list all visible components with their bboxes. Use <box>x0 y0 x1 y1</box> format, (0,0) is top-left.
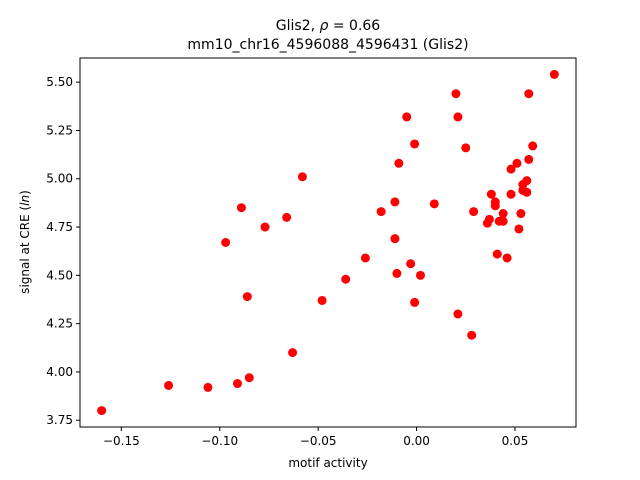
data-point-39 <box>498 209 508 219</box>
data-point-19 <box>394 158 404 168</box>
data-point-31 <box>469 207 479 217</box>
data-point-42 <box>506 164 516 174</box>
data-point-9 <box>282 212 292 222</box>
data-point-14 <box>360 253 370 263</box>
x-axis-ticks: −0.15 −0.10 −0.05 0.00 0.05 <box>103 427 528 448</box>
data-point-41 <box>502 253 512 263</box>
data-point-11 <box>297 172 307 182</box>
y-tick-label: 4.25 <box>46 317 73 331</box>
y-axis-ticks: 3.75 4.00 4.25 4.50 4.75 5.00 5.25 5.50 <box>46 75 80 427</box>
data-point-1 <box>164 380 174 390</box>
data-point-23 <box>410 297 420 307</box>
data-point-46 <box>516 209 526 219</box>
data-point-18 <box>392 268 402 278</box>
data-point-34 <box>486 189 496 199</box>
data-point-8 <box>260 222 270 232</box>
data-point-6 <box>236 203 246 213</box>
data-point-37 <box>492 249 502 259</box>
data-point-24 <box>416 270 426 280</box>
plot-background <box>80 58 576 427</box>
x-tick-label: −0.15 <box>103 434 140 448</box>
data-point-45 <box>514 224 524 234</box>
data-point-27 <box>453 112 463 122</box>
data-point-15 <box>376 207 386 217</box>
y-tick-label: 5.50 <box>46 75 73 89</box>
y-tick-label: 5.00 <box>46 172 73 186</box>
y-tick-label: 4.75 <box>46 220 73 234</box>
data-point-21 <box>406 259 416 269</box>
chart-title-line2: mm10_chr16_4596088_4596431 (Glis2) <box>187 37 468 53</box>
data-point-16 <box>390 197 400 207</box>
data-point-10 <box>288 348 298 358</box>
y-tick-label: 5.25 <box>46 123 73 137</box>
data-point-25 <box>429 199 439 209</box>
y-tick-label: 4.50 <box>46 268 73 282</box>
data-points <box>97 69 559 416</box>
data-point-17 <box>390 234 400 244</box>
data-point-2 <box>203 382 213 392</box>
data-point-33 <box>484 214 494 224</box>
y-tick-label: 4.00 <box>46 365 73 379</box>
y-tick-label: 3.75 <box>46 413 73 427</box>
plot-frame <box>79 57 577 428</box>
data-point-52 <box>524 89 534 99</box>
data-point-20 <box>402 112 412 122</box>
data-point-43 <box>506 189 516 199</box>
data-point-3 <box>232 379 242 389</box>
data-point-28 <box>453 309 463 319</box>
x-tick-label: −0.05 <box>300 434 337 448</box>
data-point-53 <box>528 141 538 151</box>
data-point-30 <box>467 330 477 340</box>
plot-area <box>80 58 576 427</box>
data-point-40 <box>498 216 508 226</box>
data-point-44 <box>512 158 522 168</box>
data-point-36 <box>490 201 500 211</box>
y-axis-label: signal at CRE (ln) <box>18 190 32 294</box>
data-point-13 <box>341 274 351 284</box>
x-tick-label: −0.10 <box>201 434 238 448</box>
data-point-7 <box>242 292 252 302</box>
data-point-5 <box>221 238 231 247</box>
data-point-22 <box>410 139 420 149</box>
data-point-12 <box>317 295 327 305</box>
x-tick-label: 0.00 <box>403 434 430 448</box>
data-point-4 <box>244 373 254 383</box>
data-point-26 <box>451 89 461 99</box>
data-point-29 <box>461 143 471 153</box>
x-tick-label: 0.05 <box>502 434 529 448</box>
data-point-49 <box>522 176 532 186</box>
data-point-50 <box>522 187 532 197</box>
data-point-0 <box>97 406 107 416</box>
chart-title-line1: Glis2, ρ = 0.66 <box>276 18 381 34</box>
data-point-51 <box>524 154 534 164</box>
data-point-54 <box>549 69 559 79</box>
x-axis-label: motif activity <box>288 456 367 470</box>
